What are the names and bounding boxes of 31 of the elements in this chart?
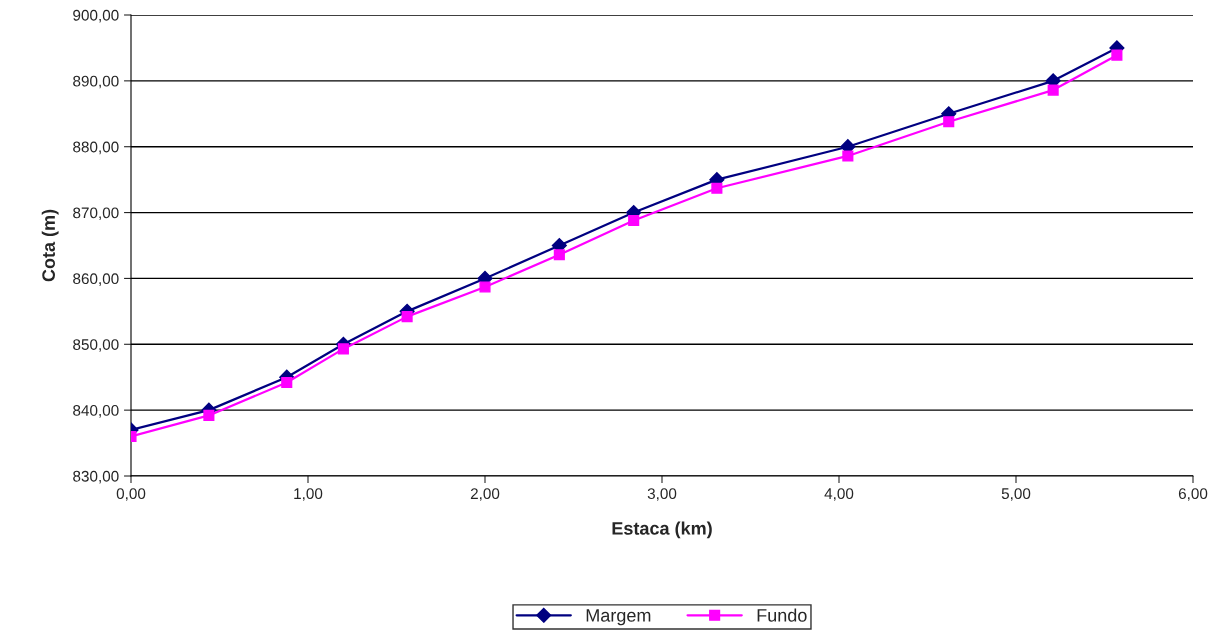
x-tick-label: 4,00 [824,488,854,501]
point [628,214,640,227]
point [203,409,215,421]
legend-label: Fundo [757,608,807,622]
y-tick-label: 870,00 [73,207,119,221]
x-tick-label: 0,00 [116,488,146,501]
y-tick-label: 880,00 [73,141,119,155]
x-tick-label: 2,00 [470,488,500,501]
x-axis-title: Estaca (km) [612,521,712,539]
point [479,281,491,293]
x-tick-label: 5,00 [1001,488,1031,501]
point [553,249,565,261]
point [337,343,349,355]
point [842,150,854,162]
y-tick-label: 830,00 [73,470,119,484]
y-tick-label: 890,00 [73,75,119,89]
y-tick-label: 850,00 [73,339,119,352]
point [1047,84,1059,96]
point [281,376,293,389]
y-tick-label: 840,00 [73,405,119,418]
point [943,116,955,128]
legend-label: Margem [586,609,651,626]
x-tick-label: 1,00 [294,488,323,501]
y-axis-title: Cota (m) [41,209,59,282]
point [711,182,723,194]
x-tick-label: 3,00 [647,488,677,501]
point [1111,49,1123,61]
y-tick-label: 860,00 [73,273,119,286]
point [401,311,413,323]
x-tick-label: 6,00 [1178,488,1208,501]
y-tick-label: 900,00 [73,9,119,23]
